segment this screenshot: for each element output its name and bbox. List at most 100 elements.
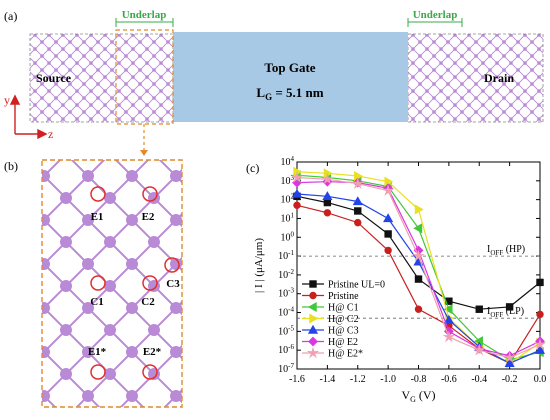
data-point <box>443 304 453 315</box>
axis-y-label: y <box>4 93 10 107</box>
x-tick-label: -1.0 <box>380 374 396 385</box>
x-tick-label: -0.6 <box>441 374 457 385</box>
data-point <box>354 207 362 215</box>
site-marker <box>90 364 106 380</box>
data-point <box>383 213 394 223</box>
underlap-right-bracket <box>407 18 463 27</box>
series-6 <box>290 170 547 364</box>
y-tick-label: 103 <box>281 174 295 187</box>
site-marker <box>90 186 106 202</box>
y-tick-label: 101 <box>281 211 295 224</box>
data-point <box>412 249 425 262</box>
x-tick-label: -1.2 <box>350 374 366 385</box>
underlap-left-bracket <box>115 18 174 27</box>
panel-a-label: (a) <box>4 9 17 23</box>
axes-icon <box>9 94 48 140</box>
x-tick-label: -0.4 <box>471 374 487 385</box>
y-axis-label: | I | (μA/μm) <box>253 238 265 293</box>
data-point <box>308 336 318 347</box>
data-point <box>307 301 317 313</box>
data-point <box>306 346 320 359</box>
x-axis-label: VG (V) <box>401 388 435 404</box>
x-tick-label: 0.0 <box>534 374 547 385</box>
legend-label: Pristine UL=0 <box>328 280 385 291</box>
panel-c-label: (c) <box>246 161 259 175</box>
data-point <box>384 230 392 238</box>
panel-c: (c) -1.6 -1.4 -1.2 -1.0 -0.8 -0.6 -0.4 -0.2 0.0 1… <box>246 155 547 404</box>
site-label: E1 <box>91 211 104 223</box>
source-lattice <box>29 33 174 123</box>
y-tick-label: 10-3 <box>278 287 294 300</box>
site-label: E2 <box>142 211 155 223</box>
legend-label: Pristine <box>328 291 359 302</box>
data-point <box>293 201 301 210</box>
data-point <box>414 275 423 283</box>
y-tick-label: 100 <box>281 230 295 243</box>
data-point <box>352 196 363 206</box>
data-point <box>309 313 319 324</box>
y-tick-label: 102 <box>281 193 295 206</box>
site-marker <box>142 186 158 202</box>
data-point <box>536 310 544 319</box>
data-point <box>291 188 303 198</box>
data-point <box>384 246 392 255</box>
data-point <box>322 191 333 201</box>
legend-label: H@ C1 <box>328 303 359 314</box>
data-point <box>323 209 332 217</box>
site-label: E1* <box>88 346 107 358</box>
site-marker <box>164 257 180 273</box>
ioff-hp-label: IOFF (HP) <box>487 244 525 257</box>
data-point <box>442 330 456 343</box>
data-point <box>505 303 514 311</box>
y-tick-label: 10-6 <box>278 343 294 356</box>
data-point <box>321 172 334 185</box>
panel-a: (a) Source Drain Top Gate LG = 5.1 nm Un… <box>4 9 544 156</box>
legend-label: H@ E2 <box>328 337 358 348</box>
x-tick-label: -0.2 <box>502 374 518 385</box>
panel-b: (b) E1 E2 C1 C2 C3 E1* E2* <box>4 159 183 408</box>
data-point <box>504 358 515 368</box>
top-gate <box>173 32 408 122</box>
data-point <box>536 278 544 287</box>
legend-label: H@ E2* <box>328 349 363 360</box>
data-point <box>354 218 362 227</box>
y-tick-label: 10-7 <box>278 362 294 375</box>
selection-arrow-icon <box>140 150 148 156</box>
data-point <box>443 314 454 324</box>
data-point <box>414 305 423 313</box>
legend-label: H@ C2 <box>328 314 359 325</box>
source-label: Source <box>36 71 72 85</box>
site-marker <box>90 275 106 291</box>
data-point <box>503 351 516 364</box>
data-point <box>354 170 363 182</box>
data-point <box>413 223 423 234</box>
data-point <box>307 324 319 334</box>
drain-label: Drain <box>484 71 514 85</box>
y-tick-label: 104 <box>281 155 295 168</box>
top-gate-label: Top Gate <box>264 60 315 75</box>
site-marker <box>142 364 158 380</box>
data-point <box>533 337 547 350</box>
site-labels: E1 E2 C1 C2 C3 E1* E2* <box>88 186 180 380</box>
data-point <box>473 343 486 356</box>
y-tick-label: 10-4 <box>278 306 294 319</box>
underlap-left-label: Underlap <box>122 9 167 21</box>
site-label: E2* <box>143 346 162 358</box>
underlap-right-label: Underlap <box>413 9 458 21</box>
site-marker <box>142 275 158 291</box>
x-tick-label: -1.4 <box>319 374 335 385</box>
data-point <box>475 305 483 313</box>
data-point <box>309 280 317 288</box>
drain-lattice <box>407 33 544 123</box>
chart: -1.6 -1.4 -1.2 -1.0 -0.8 -0.6 -0.4 -0.2 0.0 104 10… <box>253 155 547 404</box>
ioff-lp-label: IOFF (LP) <box>487 306 524 319</box>
site-label: C2 <box>141 296 155 308</box>
site-label: C1 <box>90 296 103 308</box>
x-tick-label: -0.8 <box>411 374 427 385</box>
panel-b-label: (b) <box>4 159 18 173</box>
axis-z-label: z <box>48 127 53 141</box>
data-point <box>309 291 317 300</box>
data-point <box>290 170 304 183</box>
